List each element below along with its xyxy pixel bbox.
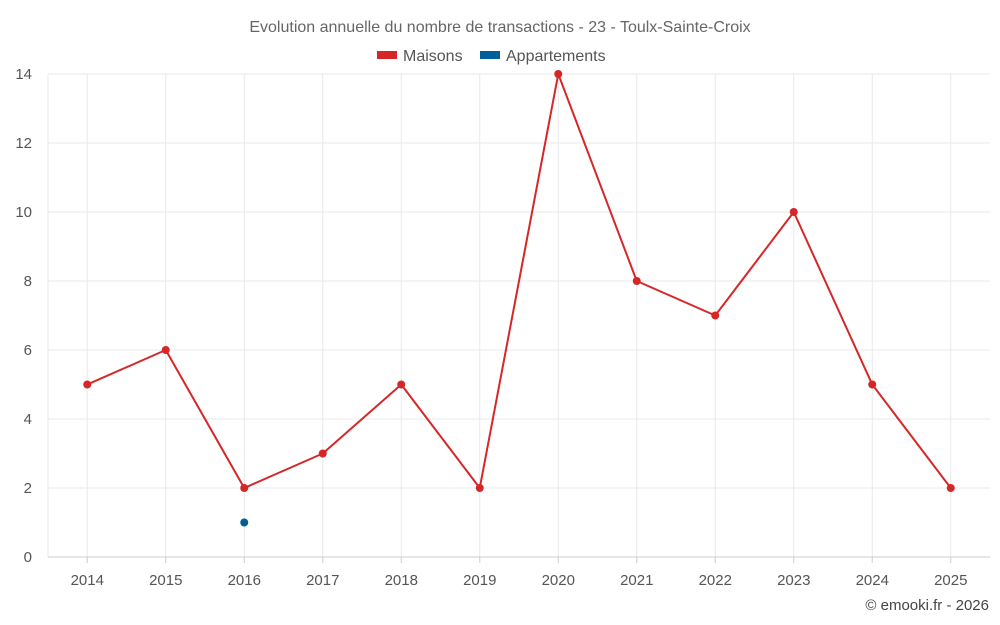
data-point-maisons[interactable] — [789, 208, 798, 216]
x-tick-label: 2020 — [542, 572, 575, 589]
x-tick-label: 2014 — [71, 572, 104, 589]
data-point-maisons[interactable] — [318, 449, 327, 458]
legend: Maisons Appartements — [377, 48, 606, 65]
data-point-maisons[interactable] — [946, 484, 955, 492]
y-tick-label: 14 — [15, 66, 32, 83]
series-line-maisons — [86, 73, 952, 489]
x-tick-label: 2024 — [856, 572, 889, 589]
x-tick-label: 2015 — [149, 572, 182, 589]
data-point-maisons[interactable] — [240, 484, 249, 492]
y-tick-label: 4 — [24, 411, 32, 428]
x-tick-label: 2025 — [934, 572, 967, 589]
legend-swatch-appartements — [480, 51, 500, 59]
data-point-appartements[interactable] — [240, 518, 249, 527]
y-tick-label: 8 — [24, 273, 32, 290]
data-point-maisons[interactable] — [161, 346, 170, 354]
data-point-maisons[interactable] — [397, 380, 406, 389]
grid — [48, 73, 990, 557]
axes: 0 2 4 6 8 10 12 14 2014 2015 2016 2017 2018 2019 2020 2… — [15, 66, 990, 589]
data-point-maisons[interactable] — [632, 277, 641, 285]
data-point-maisons[interactable] — [475, 484, 484, 492]
x-tick-label: 2021 — [620, 572, 653, 589]
data-point-maisons[interactable] — [554, 70, 563, 78]
y-tick-label: 6 — [24, 342, 32, 359]
x-tick-label: 2017 — [306, 572, 339, 589]
legend-item-maisons[interactable]: Maisons — [377, 48, 463, 65]
x-tick-label: 2016 — [228, 572, 261, 589]
x-tick-label: 2018 — [385, 572, 418, 589]
x-tick-label: 2019 — [463, 572, 496, 589]
legend-label-appartements: Appartements — [506, 48, 606, 65]
y-tick-label: 12 — [15, 135, 32, 152]
credit-text: © emooki.fr - 2026 — [865, 597, 989, 614]
legend-item-appartements[interactable]: Appartements — [480, 48, 606, 65]
series — [83, 70, 955, 527]
data-point-maisons[interactable] — [868, 380, 877, 389]
chart-title: Evolution annuelle du nombre de transact… — [249, 19, 750, 36]
legend-swatch-maisons — [377, 51, 397, 59]
y-tick-label: 10 — [15, 204, 32, 221]
y-tick-label: 0 — [24, 549, 32, 566]
data-point-maisons[interactable] — [711, 311, 720, 320]
y-tick-label: 2 — [24, 480, 32, 497]
legend-label-maisons: Maisons — [403, 48, 463, 65]
x-tick-label: 2022 — [699, 572, 732, 589]
x-tick-label: 2023 — [777, 572, 810, 589]
data-point-maisons[interactable] — [83, 380, 92, 389]
